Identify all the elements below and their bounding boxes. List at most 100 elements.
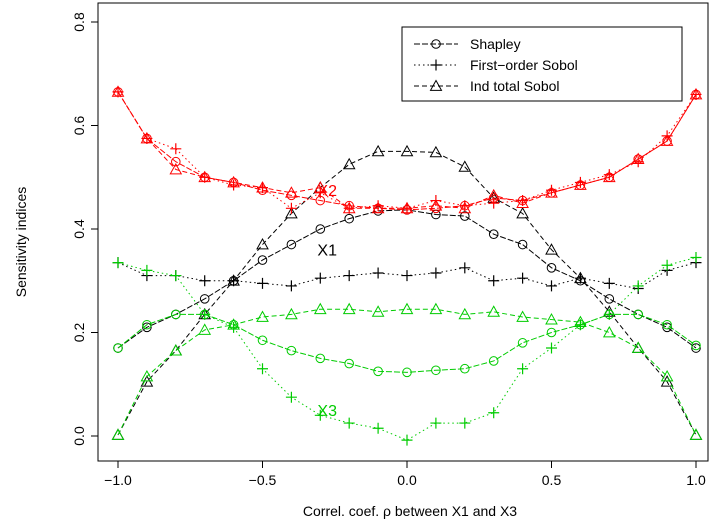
- data-point: [170, 143, 182, 155]
- data-point: [633, 309, 644, 320]
- data-point: [517, 338, 528, 348]
- data-point: [603, 308, 615, 320]
- data-point: [371, 305, 385, 317]
- data-point: [459, 262, 471, 274]
- data-point: [429, 302, 443, 315]
- data-point: [372, 422, 384, 434]
- data-point: [546, 342, 557, 354]
- data-point: [662, 319, 672, 330]
- data-point: [169, 162, 183, 175]
- data-point: [313, 302, 327, 315]
- data-point: [344, 213, 355, 224]
- x-tick-label: 0.0: [397, 472, 417, 488]
- data-point: [546, 327, 557, 338]
- y-tick-label: 0.6: [71, 116, 87, 136]
- data-point: [691, 340, 701, 351]
- data-point: [256, 181, 269, 193]
- data-point: [313, 181, 327, 193]
- data-point: [257, 255, 268, 265]
- data-point: [344, 358, 355, 369]
- data-point: [631, 341, 645, 353]
- series-x3-ind-total-sobol: [111, 302, 703, 440]
- data-point: [517, 239, 528, 250]
- data-point: [516, 310, 529, 322]
- data-point: [198, 170, 212, 183]
- data-point: [140, 369, 154, 382]
- data-point: [460, 211, 470, 221]
- data-point: [631, 152, 645, 165]
- data-point: [546, 280, 557, 292]
- data-point: [371, 201, 385, 214]
- data-point: [690, 88, 702, 100]
- data-point: [604, 294, 615, 304]
- data-point: [198, 323, 212, 335]
- data-point: [257, 363, 268, 375]
- series-x2-ind-total-sobol: [111, 85, 703, 214]
- data-point: [574, 315, 587, 328]
- x-tick-label: −0.5: [249, 472, 277, 488]
- data-point: [171, 156, 181, 167]
- series-line: [117, 313, 697, 373]
- annotation-label: X3: [317, 403, 337, 420]
- data-point: [372, 267, 384, 279]
- data-point: [689, 87, 703, 100]
- data-point: [256, 237, 269, 250]
- data-point: [286, 345, 297, 356]
- data-point: [429, 199, 443, 211]
- data-point: [400, 144, 414, 157]
- data-point: [227, 318, 240, 330]
- data-point: [488, 356, 499, 366]
- data-point: [227, 175, 240, 188]
- legend-label: Shapley: [470, 36, 521, 52]
- y-tick-label: 0.2: [71, 323, 87, 343]
- data-point: [603, 277, 615, 289]
- data-point: [487, 188, 501, 201]
- data-point: [574, 319, 586, 331]
- data-point: [169, 344, 183, 356]
- data-point: [371, 144, 385, 157]
- data-point: [402, 367, 412, 378]
- data-point: [690, 251, 702, 263]
- data-point: [227, 274, 240, 286]
- data-point: [487, 305, 501, 317]
- data-point: [285, 206, 298, 219]
- data-point: [430, 417, 442, 429]
- data-point: [546, 263, 557, 273]
- data-point: [342, 201, 356, 214]
- data-point: [488, 407, 500, 419]
- x-tick-label: 0.5: [542, 472, 562, 488]
- x-tick-label: 1.0: [686, 472, 706, 488]
- data-point: [257, 335, 268, 346]
- data-point: [602, 170, 616, 183]
- data-point: [458, 160, 472, 172]
- x-tick-label: −1.0: [104, 472, 132, 488]
- data-point: [141, 132, 153, 144]
- data-point: [545, 243, 558, 255]
- data-point: [314, 272, 326, 284]
- data-point: [199, 308, 211, 320]
- data-point: [228, 179, 240, 191]
- legend-marker: [431, 39, 441, 49]
- data-point: [488, 275, 500, 287]
- data-point: [140, 131, 154, 144]
- legend-entry: Shapley: [414, 36, 521, 52]
- data-point: [343, 417, 355, 429]
- data-point: [400, 302, 414, 315]
- legend-marker: [429, 79, 443, 91]
- data-point: [430, 267, 442, 279]
- data-point: [574, 271, 587, 284]
- y-tick-label: 0.0: [71, 426, 87, 446]
- data-point: [691, 343, 701, 353]
- data-point: [342, 302, 356, 315]
- annotation-layer: X2 X1 X3: [317, 183, 337, 420]
- data-point: [459, 417, 471, 429]
- data-point: [314, 409, 326, 421]
- data-point: [257, 277, 268, 289]
- data-point: [660, 369, 674, 382]
- data-point: [343, 270, 355, 282]
- series-line: [117, 308, 697, 436]
- data-point: [256, 310, 269, 322]
- series-line: [117, 150, 697, 436]
- data-point: [142, 322, 152, 333]
